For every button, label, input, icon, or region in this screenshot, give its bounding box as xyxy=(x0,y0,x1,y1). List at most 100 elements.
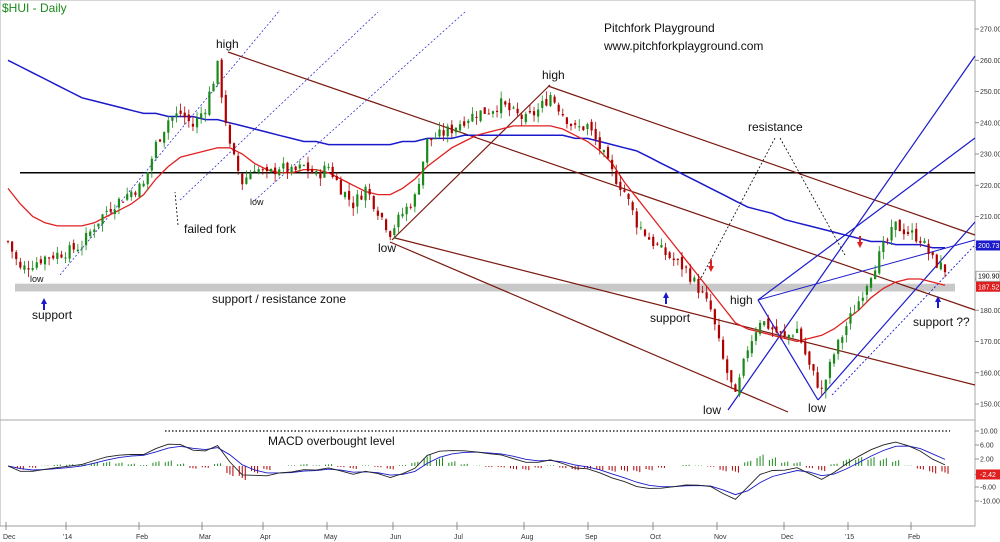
support-arrow-oct xyxy=(663,292,669,304)
y-tick-label: 230.00 xyxy=(980,152,1000,159)
candle-body xyxy=(541,100,544,108)
candle-body xyxy=(454,127,458,133)
candle-body xyxy=(208,91,211,115)
macd-line xyxy=(7,441,946,500)
candle-body xyxy=(495,110,499,112)
annotation-high-aug: high xyxy=(542,68,565,82)
candle-body xyxy=(664,247,667,256)
candle-body xyxy=(754,332,758,341)
y-tick-label: 150.00 xyxy=(980,402,1000,409)
fork-line xyxy=(394,237,976,386)
candle-body xyxy=(158,139,162,142)
candle-body xyxy=(232,143,236,155)
price-badge-label: 187.52 xyxy=(978,284,1000,291)
x-tick-label: Dec xyxy=(3,534,16,541)
x-axis: Dec '14 Feb Mar Apr May Jun Jul Aug Sep Oct Nov Dec '… xyxy=(0,522,975,541)
candle-body xyxy=(409,206,412,208)
watermark-url: www.pitchforkplayground.com xyxy=(603,39,763,53)
candle-body xyxy=(163,131,166,143)
candle-body xyxy=(105,210,108,213)
candle-body xyxy=(820,387,823,389)
candle-body xyxy=(175,113,178,118)
candle-body xyxy=(269,168,273,172)
fork-line xyxy=(757,239,976,301)
signal-arrow-oct xyxy=(708,260,714,272)
candle-body xyxy=(668,252,671,259)
candle-body xyxy=(619,181,622,191)
candle-body xyxy=(557,104,560,112)
candle-body xyxy=(656,243,659,245)
candle-body xyxy=(639,227,642,229)
annotation-low-dec: low xyxy=(808,401,826,415)
candle-body xyxy=(434,138,437,140)
candle-body xyxy=(693,277,696,282)
candle-body xyxy=(417,183,421,195)
candle-body xyxy=(553,96,556,103)
candle-body xyxy=(245,177,248,184)
annotation-macd-level: MACD overbought level xyxy=(268,434,395,448)
candle-body xyxy=(426,138,429,163)
price-badges: 200.73 190.90 187.52 xyxy=(975,240,1000,292)
candle-body xyxy=(828,361,832,378)
candle-body xyxy=(750,341,753,354)
candle-body xyxy=(528,110,532,113)
candle-body xyxy=(31,268,34,270)
y-tick-label: 160.00 xyxy=(980,370,1000,377)
candle-body xyxy=(767,318,770,329)
candle-body xyxy=(598,137,601,150)
y-tick-label: 210.00 xyxy=(980,214,1000,221)
candle-body xyxy=(742,358,745,376)
resistance-pointer-left xyxy=(699,137,776,281)
candle-body xyxy=(660,244,663,248)
candle-body xyxy=(60,254,63,258)
candle-body xyxy=(652,236,655,246)
annotation-failed-fork: failed fork xyxy=(184,222,237,236)
candle-body xyxy=(779,331,782,333)
candle-body xyxy=(249,172,252,180)
candle-body xyxy=(134,192,137,195)
candle-body xyxy=(331,166,334,178)
candle-body xyxy=(853,312,856,314)
candle-body xyxy=(35,262,38,268)
candle-body xyxy=(726,359,729,373)
candle-body xyxy=(101,214,104,224)
candle-body xyxy=(680,256,684,270)
candle-body xyxy=(606,147,610,159)
candle-body xyxy=(224,94,227,124)
fork-line xyxy=(757,137,976,301)
y-tick-label: 220.00 xyxy=(980,183,1000,190)
fork-line xyxy=(817,221,976,401)
candle-body xyxy=(771,327,774,330)
candle-body xyxy=(837,339,840,354)
fork-line xyxy=(254,11,466,201)
candle-body xyxy=(561,113,564,116)
candle-body xyxy=(475,116,478,118)
candle-body xyxy=(121,201,125,203)
candle-body xyxy=(76,249,79,252)
candle-body xyxy=(882,241,885,253)
candle-body xyxy=(393,228,396,235)
candle-body xyxy=(339,180,342,195)
candle-body xyxy=(72,243,75,250)
candle-body xyxy=(27,268,30,270)
candle-body xyxy=(368,188,371,195)
candle-body xyxy=(228,125,232,144)
candle-body xyxy=(479,110,482,122)
candle-body xyxy=(167,120,170,133)
candle-body xyxy=(787,334,790,338)
candle-body xyxy=(586,124,589,130)
annotation-low-dec13: low xyxy=(30,274,44,284)
candle-body xyxy=(467,120,470,124)
watermark-title: Pitchfork Playground xyxy=(604,21,715,35)
candle-body xyxy=(832,354,836,364)
candle-body xyxy=(812,364,815,371)
candle-body xyxy=(648,237,651,240)
candle-body xyxy=(611,159,614,170)
candle-body xyxy=(319,171,322,179)
candle-body xyxy=(602,150,605,153)
candle-body xyxy=(458,124,462,131)
annotation-low-jun: low xyxy=(378,241,396,255)
candle-body xyxy=(532,111,536,116)
candle-body xyxy=(491,111,495,114)
